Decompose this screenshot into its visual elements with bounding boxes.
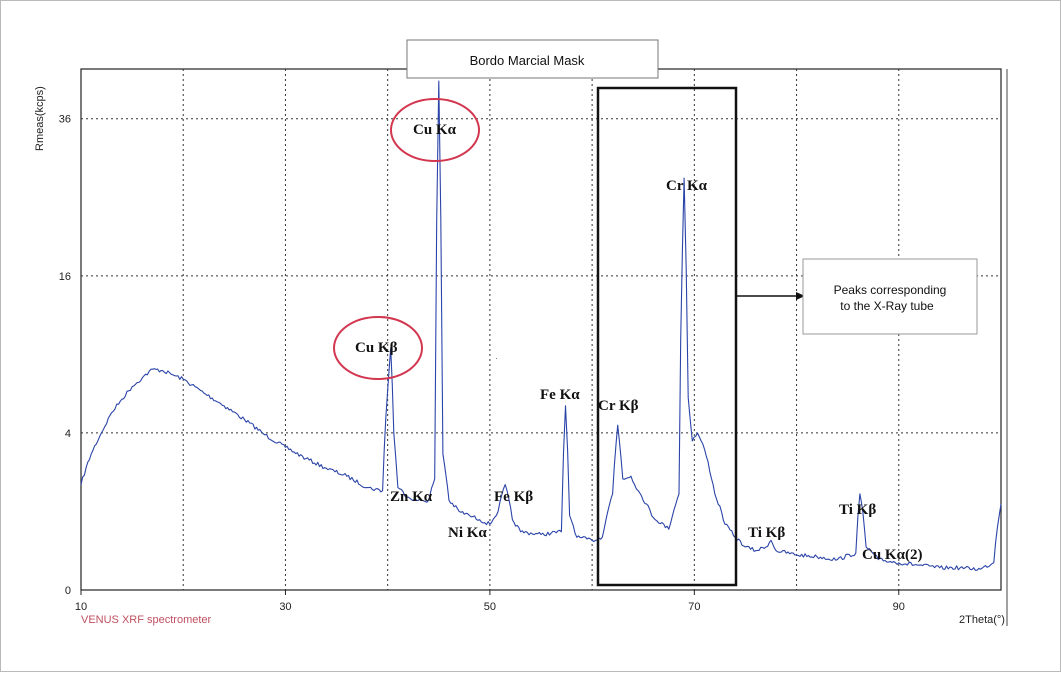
- y-tick-label: 0: [65, 585, 71, 597]
- note-arrow-head: [796, 292, 805, 300]
- cu-kb-highlight-circle: [333, 316, 423, 380]
- spectrum-line: [80, 80, 1002, 571]
- x-tick-label: 30: [279, 601, 291, 613]
- peak-label-cu-ka2: Cu Kα(2): [862, 547, 922, 563]
- x-tick-label: 10: [75, 601, 87, 613]
- x-tick-label: 50: [484, 601, 496, 613]
- cu-ka-highlight-circle: [390, 98, 480, 162]
- title-box: [406, 39, 659, 79]
- x-axis-label: 2Theta(°): [959, 614, 1005, 626]
- peak-label-zn-ka: Zn Kα: [390, 489, 433, 505]
- y-axis-label: Rmeas(kcps): [34, 86, 46, 151]
- chart-title: Bordo Marcial Mask: [470, 53, 585, 68]
- y-tick-label: 16: [59, 271, 71, 283]
- note-line-1: Peaks corresponding: [834, 283, 947, 297]
- note-line-2: to the X-Ray tube: [840, 299, 934, 313]
- x-tick-label: 90: [893, 601, 905, 613]
- stray-mark: ·: [495, 353, 498, 363]
- y-tick-label: 4: [65, 428, 71, 440]
- footer-caption: VENUS XRF spectrometer: [81, 614, 212, 626]
- peak-label-cu-kb: Cu Kβ: [355, 340, 398, 356]
- peak-label-ni-ka: Ni Kα: [448, 525, 487, 541]
- peak-label-ti-kb-1: Ti Kβ: [748, 525, 785, 541]
- peak-label-cu-ka: Cu Kα: [413, 122, 457, 138]
- peak-label-cr-kb: Cr Kβ: [598, 398, 639, 414]
- tick-labels: 10 30 50 70 90 0 4 16 36: [59, 114, 905, 613]
- peak-label-fe-ka: Fe Kα: [540, 387, 580, 403]
- peak-label-ti-kb-2: Ti Kβ: [839, 502, 876, 518]
- xray-tube-box: [596, 86, 738, 587]
- peak-label-fe-kb: Fe Kβ: [494, 489, 533, 505]
- x-tick-label: 70: [688, 601, 700, 613]
- peak-label-cr-ka: Cr Kα: [666, 178, 708, 194]
- note-box: [802, 258, 978, 335]
- y-tick-label: 36: [59, 114, 71, 126]
